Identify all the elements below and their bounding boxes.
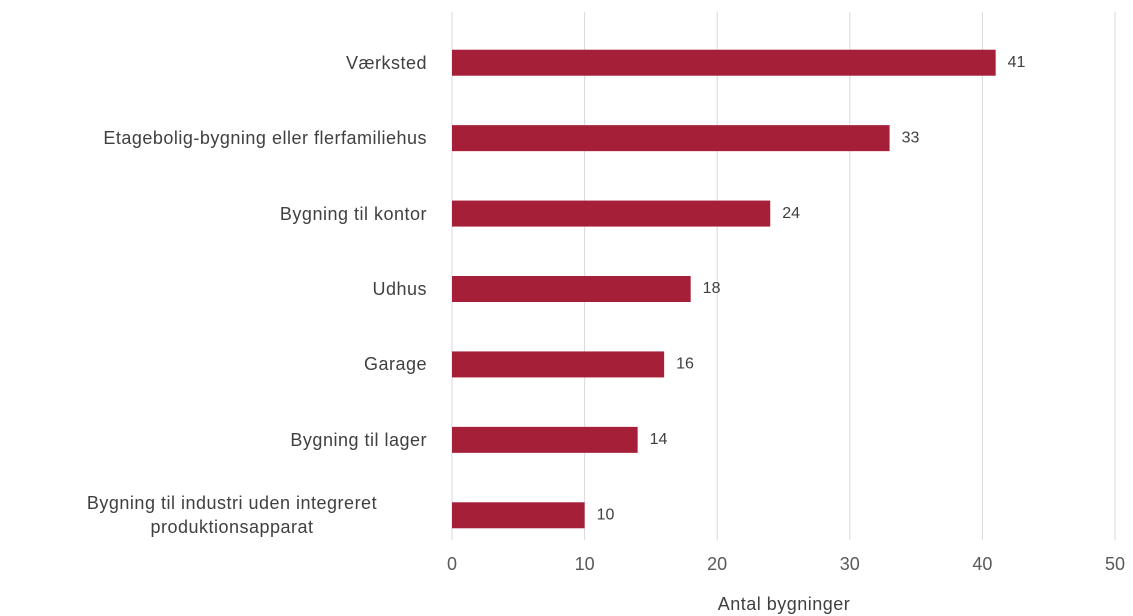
bar: [452, 276, 691, 302]
x-tick-label: 20: [707, 554, 727, 574]
x-tick-label: 10: [575, 554, 595, 574]
x-axis-title: Antal bygninger: [718, 594, 851, 614]
category-label: Etagebolig-bygning eller flerfamiliehus: [103, 128, 427, 149]
bar: [452, 125, 890, 152]
bar: [452, 426, 638, 453]
bar: [452, 502, 585, 529]
value-label: 24: [782, 205, 800, 222]
x-tick-label: 0: [447, 554, 457, 574]
x-tick-label: 40: [972, 554, 992, 574]
category-label: Bygning til kontor: [279, 203, 427, 224]
value-label: 14: [650, 431, 668, 448]
value-label: 18: [703, 280, 721, 297]
bar: [452, 351, 665, 378]
value-label: 33: [902, 129, 920, 146]
value-label: 10: [597, 507, 615, 524]
category-label: Garage: [363, 354, 427, 375]
bar: [452, 49, 996, 76]
x-tick-label: 50: [1105, 554, 1125, 574]
category-label: Værksted: [345, 52, 427, 73]
bar: [452, 200, 771, 227]
category-label: Bygning til industri uden integreret pro…: [86, 493, 378, 538]
category-label: Udhus: [372, 279, 427, 299]
value-label: 41: [1008, 54, 1026, 71]
x-tick-label: 30: [840, 554, 860, 574]
value-label: 16: [676, 356, 694, 373]
category-label: Bygning til lager: [290, 429, 427, 450]
